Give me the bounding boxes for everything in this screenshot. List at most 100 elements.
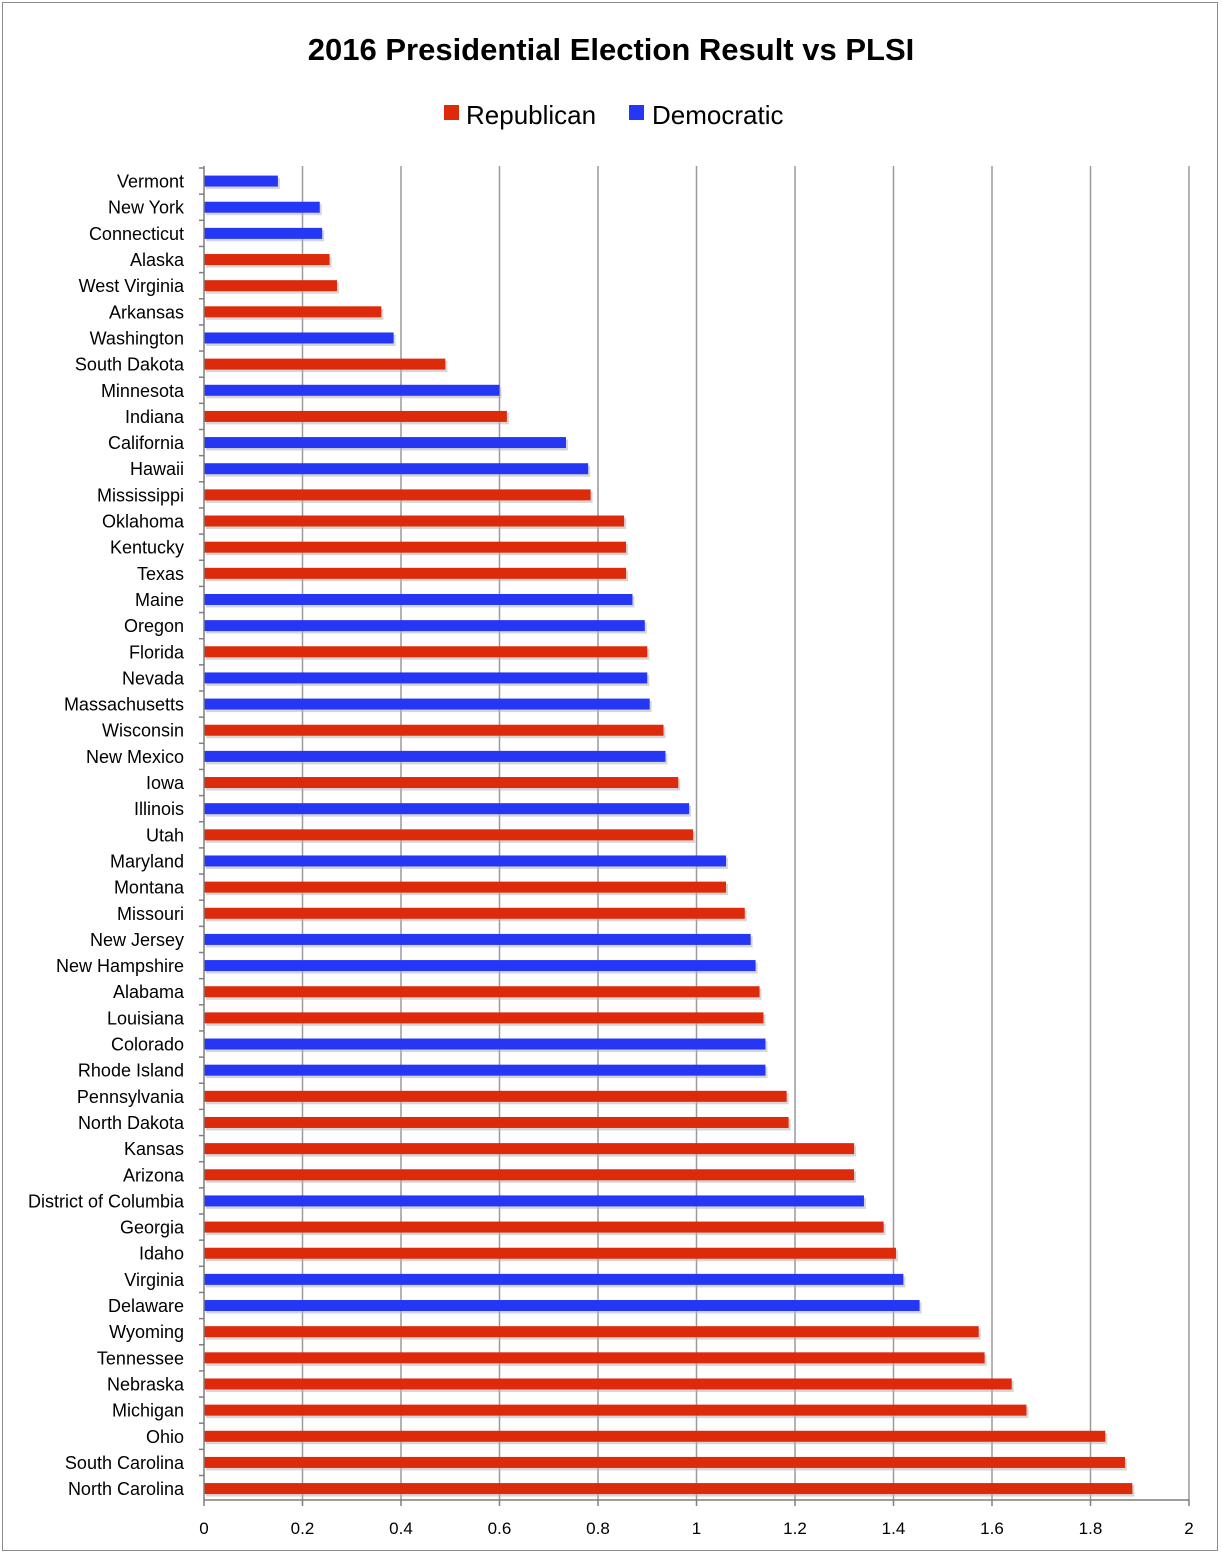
category-label: New Hampshire <box>56 956 184 976</box>
category-label: Missouri <box>117 904 184 924</box>
category-label: Oklahoma <box>102 512 185 532</box>
legend-label-democratic: Democratic <box>652 100 783 130</box>
category-label: North Carolina <box>68 1479 185 1499</box>
bar-ohio <box>204 1430 1106 1442</box>
category-label: Florida <box>129 642 185 662</box>
x-tick-label: 0.2 <box>291 1519 315 1538</box>
x-tick-label: 0 <box>199 1519 208 1538</box>
bar-new-hampshire <box>204 960 756 972</box>
category-label: California <box>108 433 185 453</box>
x-tick-labels: 0 0.2 0.4 0.6 0.8 1 1.2 1.4 1.6 1.8 2 <box>199 1519 1193 1538</box>
category-label: Mississippi <box>97 485 184 505</box>
category-label: New York <box>108 198 185 218</box>
bar-hawaii <box>204 463 589 475</box>
x-tick-label: 2 <box>1184 1519 1193 1538</box>
category-label: Delaware <box>108 1296 184 1316</box>
bar-rhode-island <box>204 1064 766 1076</box>
bar-minnesota <box>204 384 500 396</box>
x-tick-label: 0.8 <box>586 1519 610 1538</box>
bar-mississippi <box>204 489 591 501</box>
category-label: Idaho <box>139 1244 184 1264</box>
bar-pennsylvania <box>204 1090 787 1102</box>
bar-west-virginia <box>204 280 337 292</box>
bar-indiana <box>204 410 507 422</box>
bar-colorado <box>204 1038 766 1050</box>
bar-idaho <box>204 1247 896 1259</box>
bar-missouri <box>204 907 745 919</box>
legend-swatch-democratic <box>629 105 644 120</box>
bar-illinois <box>204 803 690 815</box>
category-label: Nebraska <box>107 1374 185 1394</box>
bar-nebraska <box>204 1378 1012 1390</box>
bar-washington <box>204 332 394 344</box>
category-label: Utah <box>146 825 184 845</box>
bar-new-mexico <box>204 750 666 762</box>
bar-district-of-columbia <box>204 1195 864 1207</box>
category-label: Massachusetts <box>64 695 184 715</box>
bar-wyoming <box>204 1326 979 1338</box>
bar-north-dakota <box>204 1116 789 1128</box>
bar-texas <box>204 567 627 579</box>
category-label: Tennessee <box>97 1348 184 1368</box>
category-label: Georgia <box>120 1218 185 1238</box>
x-tick-label: 1.8 <box>1079 1519 1103 1538</box>
legend-label-republican: Republican <box>466 100 596 130</box>
bar-connecticut <box>204 227 323 239</box>
category-label: Vermont <box>117 172 184 192</box>
x-tick-label: 0.4 <box>389 1519 413 1538</box>
category-label: Pennsylvania <box>77 1087 185 1107</box>
bar-georgia <box>204 1221 884 1233</box>
bar-new-jersey <box>204 933 751 945</box>
bar-vermont <box>204 175 278 187</box>
category-label: Maryland <box>110 851 184 871</box>
category-label: Iowa <box>146 773 185 793</box>
bar-massachusetts <box>204 698 650 710</box>
bar-arkansas <box>204 306 382 318</box>
bar-oklahoma <box>204 515 625 527</box>
category-label: North Dakota <box>78 1113 185 1133</box>
x-tick-label: 1.6 <box>980 1519 1004 1538</box>
bar-new-york <box>204 201 320 213</box>
category-label: Indiana <box>125 407 185 427</box>
category-label: New Jersey <box>90 930 184 950</box>
category-label: Texas <box>137 564 184 584</box>
bar-florida <box>204 646 648 658</box>
bar-utah <box>204 829 694 841</box>
bar-virginia <box>204 1273 904 1285</box>
category-label: Colorado <box>111 1035 184 1055</box>
bar-iowa <box>204 777 679 789</box>
category-label: Alaska <box>130 250 185 270</box>
bar-wisconsin <box>204 724 664 736</box>
x-tick-label: 1.2 <box>783 1519 807 1538</box>
bar-north-carolina <box>204 1483 1133 1495</box>
category-label: South Dakota <box>75 355 185 375</box>
category-label: Alabama <box>113 982 185 1002</box>
category-label: Washington <box>90 328 184 348</box>
bar-kentucky <box>204 541 627 553</box>
category-label: Hawaii <box>130 459 184 479</box>
bar-alaska <box>204 254 330 266</box>
bar-south-carolina <box>204 1456 1125 1468</box>
x-tick-label: 0.6 <box>488 1519 512 1538</box>
category-label: Arkansas <box>109 302 184 322</box>
category-label: Virginia <box>124 1270 185 1290</box>
category-label: Minnesota <box>101 381 185 401</box>
bar-oregon <box>204 620 645 632</box>
category-label: Arizona <box>123 1165 185 1185</box>
category-label: Kentucky <box>110 538 184 558</box>
bar-nevada <box>204 672 648 684</box>
x-tick-label: 1.4 <box>882 1519 906 1538</box>
bar-tennessee <box>204 1352 985 1364</box>
chart-title: 2016 Presidential Election Result vs PLS… <box>308 32 914 67</box>
bar-alabama <box>204 986 760 998</box>
category-label: Louisiana <box>107 1008 185 1028</box>
category-label: Illinois <box>134 799 184 819</box>
bars <box>204 175 1135 1497</box>
category-label: Connecticut <box>89 224 184 244</box>
category-label: South Carolina <box>65 1453 185 1473</box>
category-label: Oregon <box>124 616 184 636</box>
bar-maryland <box>204 855 727 867</box>
category-label: Maine <box>135 590 184 610</box>
category-label: Wisconsin <box>102 721 184 741</box>
bar-michigan <box>204 1404 1027 1416</box>
